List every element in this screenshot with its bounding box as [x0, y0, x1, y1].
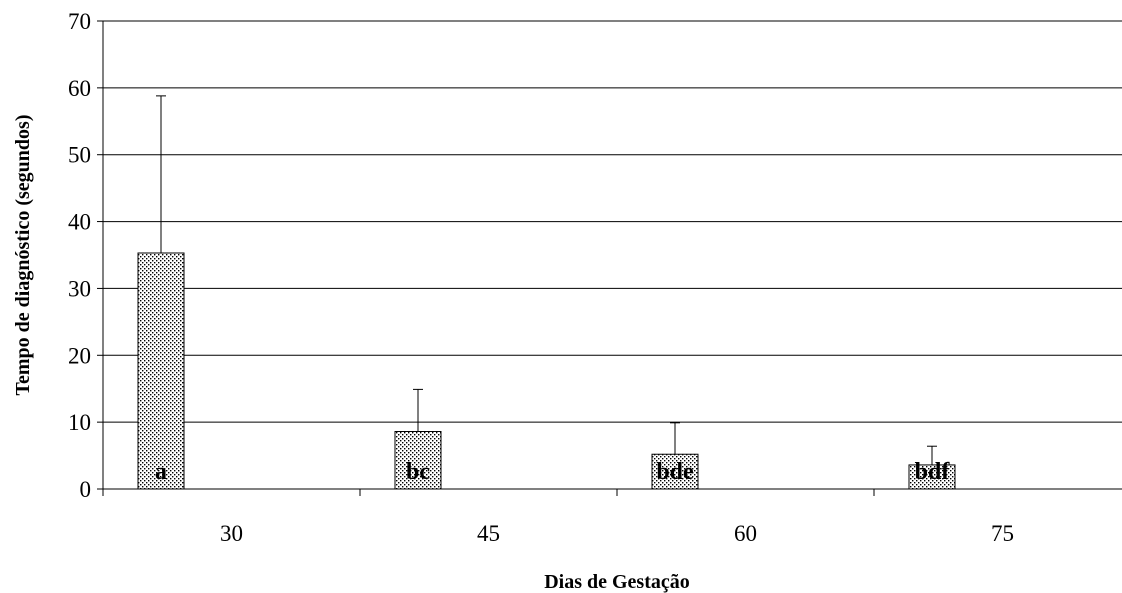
- y-tick-label: 0: [80, 477, 92, 502]
- y-tick-label: 50: [68, 143, 91, 168]
- y-axis-title: Tempo de diagnóstico (segundos): [12, 115, 34, 396]
- x-tick-labels: 30 45 60 75: [220, 521, 1014, 546]
- gridlines: [97, 20, 1122, 490]
- y-tick-label: 20: [68, 343, 91, 368]
- bar-label: bde: [656, 459, 694, 485]
- x-tick-label: 30: [220, 521, 243, 546]
- y-tick-label: 30: [68, 276, 91, 301]
- bar-30: [137, 252, 185, 490]
- x-tick-label: 45: [477, 521, 500, 546]
- y-tick-label: 40: [68, 210, 91, 235]
- y-tick-label: 10: [68, 410, 91, 435]
- bar-75: [908, 464, 956, 490]
- bar-label: bdf: [915, 459, 951, 485]
- bar-label: bc: [406, 459, 430, 485]
- y-tick-label: 70: [68, 9, 91, 34]
- axes: [102, 21, 1122, 496]
- bars: [137, 252, 956, 490]
- y-tick-labels: 0 10 20 30 40 50 60 70: [68, 9, 91, 502]
- x-tick-label: 75: [991, 521, 1014, 546]
- x-tick-label: 60: [734, 521, 757, 546]
- bar-label: a: [155, 459, 167, 485]
- bar-45: [394, 431, 442, 490]
- bar-60: [651, 453, 699, 490]
- bar-significance-labels: a bc bde bdf: [155, 459, 950, 485]
- x-axis-title: Dias de Gestação: [544, 571, 690, 593]
- y-tick-label: 60: [68, 76, 91, 101]
- error-bars: [156, 95, 937, 465]
